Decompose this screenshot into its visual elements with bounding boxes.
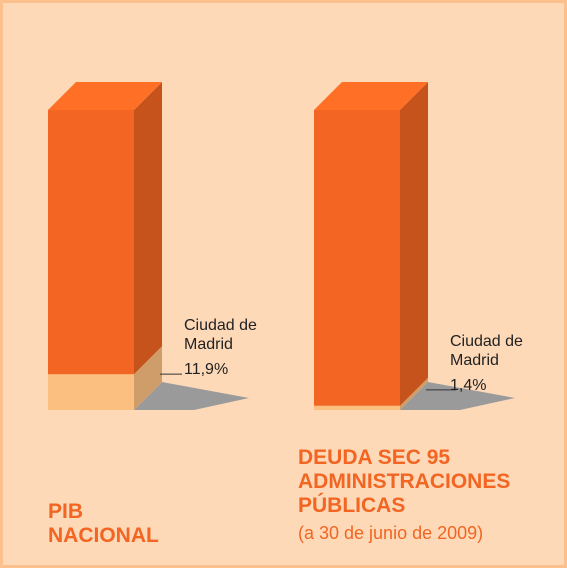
bar-side [134, 82, 162, 375]
bar-front [314, 110, 400, 406]
value-label: 11,9% [184, 361, 229, 379]
shadow [400, 382, 515, 410]
bar-segment [48, 82, 162, 375]
category-note: (a 30 de junio de 2009) [298, 523, 484, 543]
bar-side [400, 377, 428, 410]
series-label: Ciudad de Madrid [450, 332, 523, 369]
series-label: Ciudad de Madrid [184, 317, 257, 354]
shadow [134, 382, 249, 410]
bar-side [134, 346, 162, 410]
bar-front [314, 405, 400, 410]
bar-front [48, 110, 134, 375]
bar-front [48, 374, 134, 410]
bar-segment [314, 82, 428, 406]
category-label: PIB NACIONAL [48, 500, 159, 547]
bar-top [48, 82, 162, 110]
chart [48, 82, 515, 410]
category-label: DEUDA SEC 95 ADMINISTRACIONES PÚBLICAS [298, 446, 511, 517]
bar-side [400, 82, 428, 406]
value-label: 1,4% [450, 376, 487, 394]
bar-top [314, 82, 428, 110]
